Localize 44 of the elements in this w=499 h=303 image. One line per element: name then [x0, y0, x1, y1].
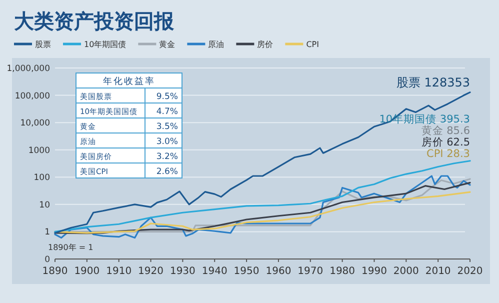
y-tick-label: 10,000	[20, 118, 50, 129]
x-tick-label: 2000	[393, 266, 419, 277]
y-tick-label: 10	[39, 200, 50, 210]
legend-label: 10年期国债	[84, 40, 126, 49]
legend-label: 原油	[208, 40, 224, 49]
annotation: 3.5%	[156, 122, 178, 132]
legend-label: 股票	[35, 40, 51, 49]
annotation: 10年期国债 395.3	[379, 113, 470, 126]
x-tick-label: 1950	[234, 266, 260, 277]
y-tick-label: 1,000,000	[6, 64, 50, 74]
annotation: 黄金 85.6	[421, 124, 470, 137]
x-tick-label: 1980	[330, 266, 356, 277]
x-tick-label: 1890	[42, 266, 68, 277]
x-tick-label: 1960	[266, 266, 292, 277]
text: 年化收益率	[102, 76, 156, 87]
annotation: CPI 28.3	[426, 148, 470, 160]
annotation: 3.0%	[156, 137, 178, 147]
x-tick-label: 1910	[106, 266, 132, 277]
y-tick-label: 1000	[28, 146, 50, 156]
y-tick-label: 1	[44, 228, 50, 238]
annotation: 9.5%	[156, 92, 178, 102]
annotation: 股票 128353	[396, 75, 470, 90]
x-tick-label: 1930	[170, 266, 196, 277]
x-tick-label: 1920	[138, 266, 164, 277]
line-series	[54, 160, 471, 233]
annotation: 房价 62.5	[421, 135, 470, 148]
chart-title: 大类资产投资回报	[14, 9, 175, 33]
x-tick-label: 2010	[425, 266, 451, 277]
annotation: 4.7%	[156, 107, 178, 117]
annotation: 3.2%	[156, 152, 178, 162]
x-tick-label: 1990	[362, 266, 387, 277]
x-tick-label: 1900	[74, 266, 100, 277]
legend-label: CPI	[306, 40, 319, 49]
annotation: 2.6%	[156, 167, 178, 177]
y-tick-label: 100,000	[14, 91, 50, 102]
x-tick-label: 1940	[202, 266, 228, 277]
line-series	[54, 92, 471, 234]
annotation: 1890年 = 1	[48, 243, 94, 252]
x-tick-label: 1970	[298, 266, 324, 277]
y-tick-label: 100	[34, 173, 50, 184]
x-tick-label: 2020	[457, 266, 483, 277]
legend-label: 黄金	[159, 40, 176, 49]
y-tick-label: 0	[44, 255, 50, 265]
legend-label: 房价	[257, 40, 274, 49]
